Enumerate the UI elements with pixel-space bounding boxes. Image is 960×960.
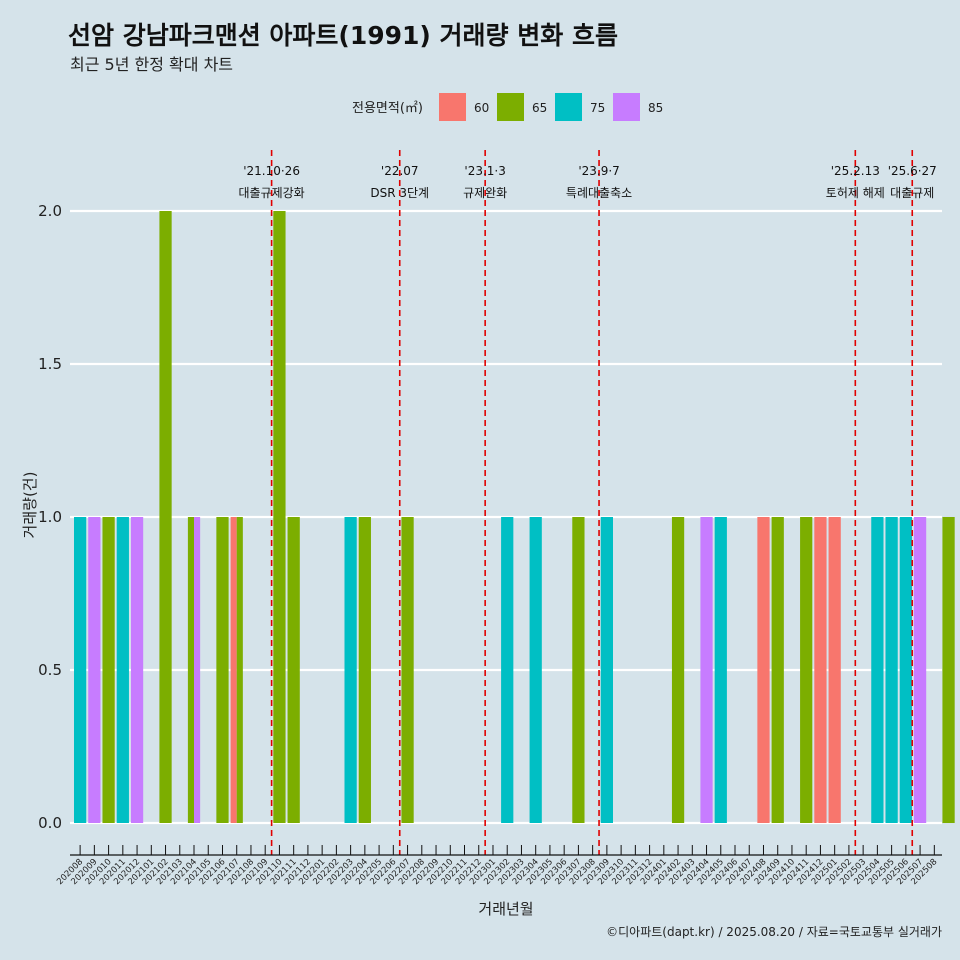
bar-202010-65 bbox=[102, 517, 115, 823]
chart-title: 선암 강남파크맨션 아파트(1991) 거래량 변화 흐름 bbox=[68, 21, 618, 50]
bar-202408-60 bbox=[757, 517, 770, 823]
event-date-1: '22.07 bbox=[381, 164, 419, 178]
bar-202102-65 bbox=[159, 211, 172, 823]
legend-label-85: 85 bbox=[648, 101, 663, 115]
bar-202107-65 bbox=[236, 517, 243, 823]
bar-202302-75 bbox=[501, 517, 514, 823]
legend-label-60: 60 bbox=[474, 101, 489, 115]
bars bbox=[73, 211, 955, 823]
bar-202506-75 bbox=[899, 517, 912, 823]
legend-swatch-75 bbox=[555, 93, 582, 121]
bar-202106-65 bbox=[216, 517, 229, 823]
event-date-5: '25.6·27 bbox=[888, 164, 937, 178]
legend-label-65: 65 bbox=[532, 101, 547, 115]
bar-202009-85 bbox=[88, 517, 101, 823]
legend: 전용면적(㎡) 60 65 75 85 bbox=[352, 93, 663, 121]
bar-202505-75 bbox=[885, 517, 898, 823]
event-date-3: '23.9·7 bbox=[578, 164, 619, 178]
bar-202309-75 bbox=[600, 517, 613, 823]
event-markers: '21.10·26 대출규제강화 '22.07 DSR 3단계 '23.1·3 규제완화 '… bbox=[238, 150, 937, 855]
y-tick-label-2.0: 2.0 bbox=[38, 202, 62, 220]
bar-202011-75 bbox=[116, 517, 129, 823]
y-tick-label-1.5: 1.5 bbox=[38, 355, 62, 373]
event-label-0: 대출규제강화 bbox=[238, 186, 304, 200]
event-date-4: '25.2.13 bbox=[831, 164, 880, 178]
bar-202204-65 bbox=[358, 517, 371, 823]
chart-subtitle: 최근 5년 한정 확대 차트 bbox=[70, 55, 233, 74]
legend-label-75: 75 bbox=[590, 101, 605, 115]
bar-202207-65 bbox=[401, 517, 414, 823]
bar-202012-85 bbox=[130, 517, 144, 823]
bar-202504-75 bbox=[871, 517, 884, 823]
bar-202501-60 bbox=[828, 517, 841, 823]
legend-swatch-60 bbox=[439, 93, 466, 121]
bar-202507-85 bbox=[913, 517, 927, 823]
event-date-2: '23.1·3 bbox=[464, 164, 505, 178]
event-date-0: '21.10·26 bbox=[243, 164, 300, 178]
bar-202509-65 bbox=[942, 517, 955, 823]
bar-202111-65 bbox=[287, 517, 300, 823]
bar-202404-85 bbox=[700, 517, 713, 823]
legend-swatch-65 bbox=[497, 93, 524, 121]
bar-202203-75 bbox=[344, 517, 357, 823]
y-tick-label-0.5: 0.5 bbox=[38, 661, 62, 679]
y-tick-label-1.0: 1.0 bbox=[38, 508, 62, 526]
bar-202411-65 bbox=[800, 517, 813, 823]
event-label-1: DSR 3단계 bbox=[370, 186, 429, 200]
event-label-4: 토허제 해제 bbox=[826, 186, 885, 200]
bar-202104-65 bbox=[187, 517, 195, 823]
bar-202104-85 bbox=[194, 517, 201, 823]
bar-202107-60 bbox=[230, 517, 237, 823]
event-label-2: 규제완화 bbox=[463, 186, 507, 200]
bar-202307-65 bbox=[572, 517, 585, 823]
y-tick-label-0.0: 0.0 bbox=[38, 814, 62, 832]
legend-title: 전용면적(㎡) bbox=[352, 101, 423, 116]
bar-202110-65 bbox=[273, 211, 286, 823]
legend-swatch-85 bbox=[613, 93, 640, 121]
y-axis-ticks: 0.0 0.5 1.0 1.5 2.0 bbox=[38, 202, 62, 832]
y-axis-label: 거래량(건) bbox=[21, 472, 39, 539]
bar-202008-75 bbox=[73, 517, 87, 823]
bar-202304-75 bbox=[529, 517, 542, 823]
bar-202412-60 bbox=[814, 517, 827, 823]
event-label-3: 특례대출축소 bbox=[566, 186, 632, 200]
event-label-5: 대출규제 bbox=[890, 186, 934, 200]
bar-202405-75 bbox=[714, 517, 727, 823]
bar-202402-65 bbox=[671, 517, 685, 823]
x-axis-label: 거래년월 bbox=[478, 900, 533, 918]
caption: ©디아파트(dapt.kr) / 2025.08.20 / 자료=국토교통부 실… bbox=[606, 925, 942, 939]
x-axis: 2020082020092020102020112020122021012021… bbox=[55, 845, 942, 887]
bar-202409-65 bbox=[771, 517, 784, 823]
